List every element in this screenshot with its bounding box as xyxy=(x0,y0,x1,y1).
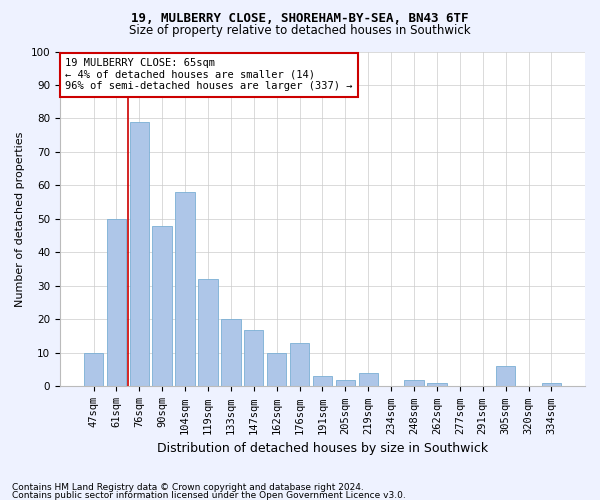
Bar xyxy=(198,280,218,386)
Bar xyxy=(313,376,332,386)
Bar xyxy=(359,373,378,386)
Bar xyxy=(496,366,515,386)
Bar xyxy=(290,343,309,386)
Bar xyxy=(107,219,126,386)
Text: 19, MULBERRY CLOSE, SHOREHAM-BY-SEA, BN43 6TF: 19, MULBERRY CLOSE, SHOREHAM-BY-SEA, BN4… xyxy=(131,12,469,26)
Bar xyxy=(152,226,172,386)
Text: 19 MULBERRY CLOSE: 65sqm
← 4% of detached houses are smaller (14)
96% of semi-de: 19 MULBERRY CLOSE: 65sqm ← 4% of detache… xyxy=(65,58,353,92)
Bar xyxy=(542,383,561,386)
Y-axis label: Number of detached properties: Number of detached properties xyxy=(15,132,25,306)
Text: Size of property relative to detached houses in Southwick: Size of property relative to detached ho… xyxy=(129,24,471,37)
Bar xyxy=(221,320,241,386)
Bar xyxy=(267,353,286,386)
Bar xyxy=(335,380,355,386)
Text: Contains public sector information licensed under the Open Government Licence v3: Contains public sector information licen… xyxy=(12,490,406,500)
X-axis label: Distribution of detached houses by size in Southwick: Distribution of detached houses by size … xyxy=(157,442,488,455)
Bar xyxy=(175,192,195,386)
Bar xyxy=(427,383,446,386)
Bar xyxy=(130,122,149,386)
Bar xyxy=(404,380,424,386)
Text: Contains HM Land Registry data © Crown copyright and database right 2024.: Contains HM Land Registry data © Crown c… xyxy=(12,484,364,492)
Bar xyxy=(244,330,263,386)
Bar xyxy=(84,353,103,386)
